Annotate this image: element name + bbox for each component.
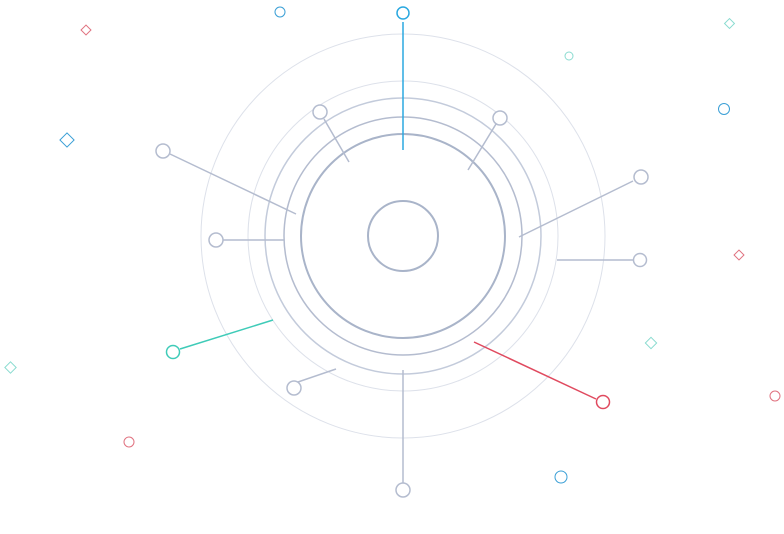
spoke-lower-left <box>297 368 337 383</box>
spoke-upper-left <box>323 118 350 163</box>
dot-decor <box>554 470 568 484</box>
spoke-left-node[interactable] <box>208 232 224 248</box>
dot-decor <box>274 6 286 18</box>
spoke-lower-left-node[interactable] <box>286 380 302 396</box>
diamond-decor <box>733 249 745 261</box>
dot-decor <box>564 51 574 61</box>
dot-decor <box>718 103 730 115</box>
core-circle <box>367 200 439 272</box>
diamond-decor <box>4 361 17 374</box>
spoke-upper-right <box>467 123 497 171</box>
spoke-left-low <box>179 319 274 350</box>
diamond-decor <box>723 17 736 30</box>
spoke-bottom-node[interactable] <box>395 482 411 498</box>
spoke-left-high-node[interactable] <box>155 143 171 159</box>
dot-decor <box>769 390 781 402</box>
dot-decor <box>123 436 135 448</box>
diamond-decor <box>59 132 75 148</box>
diamond-decor <box>644 336 658 350</box>
spoke-lower-right-node[interactable] <box>595 394 611 410</box>
spokes <box>155 6 649 498</box>
diamond-decor <box>80 24 92 36</box>
spoke-upper-left-node[interactable] <box>312 104 328 120</box>
spoke-lower-right <box>473 341 597 400</box>
ring-5 <box>300 133 506 339</box>
spoke-right-high <box>518 180 634 238</box>
spoke-left-low-node[interactable] <box>165 344 181 360</box>
spoke-right-node[interactable] <box>632 252 648 268</box>
decorative-shapes <box>4 6 781 484</box>
spoke-right-high-node[interactable] <box>633 169 649 185</box>
spoke-top-node[interactable] <box>396 6 410 20</box>
spoke-left-high <box>169 153 297 215</box>
spoke-upper-right-node[interactable] <box>492 110 508 126</box>
ring-4 <box>283 116 523 356</box>
